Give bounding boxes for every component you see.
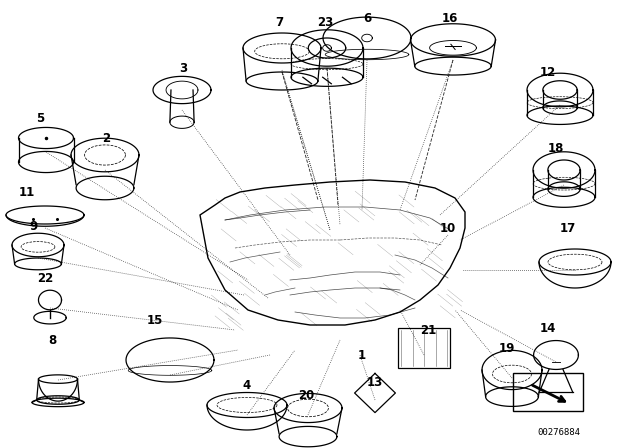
Text: 15: 15 bbox=[147, 314, 163, 327]
Text: 9: 9 bbox=[29, 220, 37, 233]
Text: 19: 19 bbox=[499, 341, 515, 354]
Text: 16: 16 bbox=[442, 12, 458, 25]
Text: 1: 1 bbox=[358, 349, 366, 362]
Text: 2: 2 bbox=[102, 132, 110, 145]
Text: 13: 13 bbox=[367, 375, 383, 388]
Text: 18: 18 bbox=[548, 142, 564, 155]
Bar bbox=[398, 328, 450, 368]
Text: 8: 8 bbox=[48, 333, 56, 346]
Text: 7: 7 bbox=[275, 16, 283, 29]
Text: 22: 22 bbox=[37, 271, 53, 284]
Text: 10: 10 bbox=[440, 221, 456, 234]
Text: 3: 3 bbox=[179, 61, 187, 74]
Text: 12: 12 bbox=[540, 65, 556, 78]
Text: 23: 23 bbox=[317, 16, 333, 29]
Text: 4: 4 bbox=[243, 379, 251, 392]
Text: 00276884: 00276884 bbox=[537, 427, 580, 436]
Text: 21: 21 bbox=[420, 323, 436, 336]
Text: 17: 17 bbox=[560, 221, 576, 234]
Text: 5: 5 bbox=[36, 112, 44, 125]
Text: 6: 6 bbox=[363, 12, 371, 25]
Text: 20: 20 bbox=[298, 388, 314, 401]
Text: 14: 14 bbox=[540, 322, 556, 335]
Text: 11: 11 bbox=[19, 185, 35, 198]
Bar bbox=[513, 373, 583, 411]
